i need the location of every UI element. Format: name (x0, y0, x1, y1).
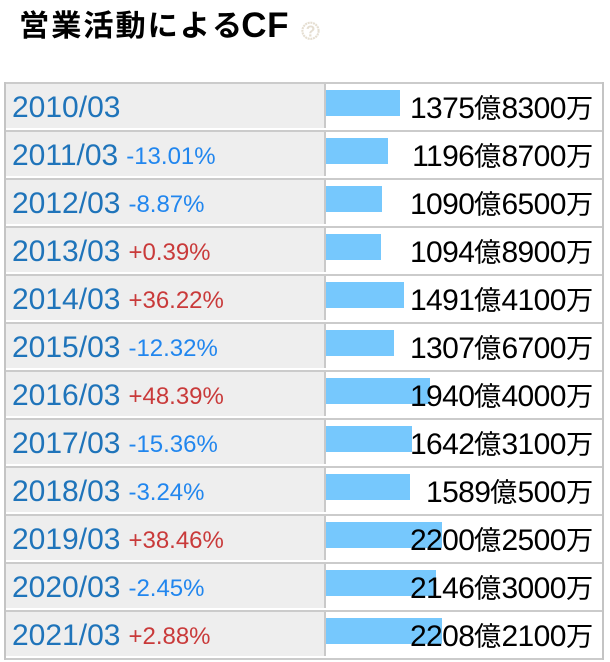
svg-text:?: ? (306, 23, 315, 40)
